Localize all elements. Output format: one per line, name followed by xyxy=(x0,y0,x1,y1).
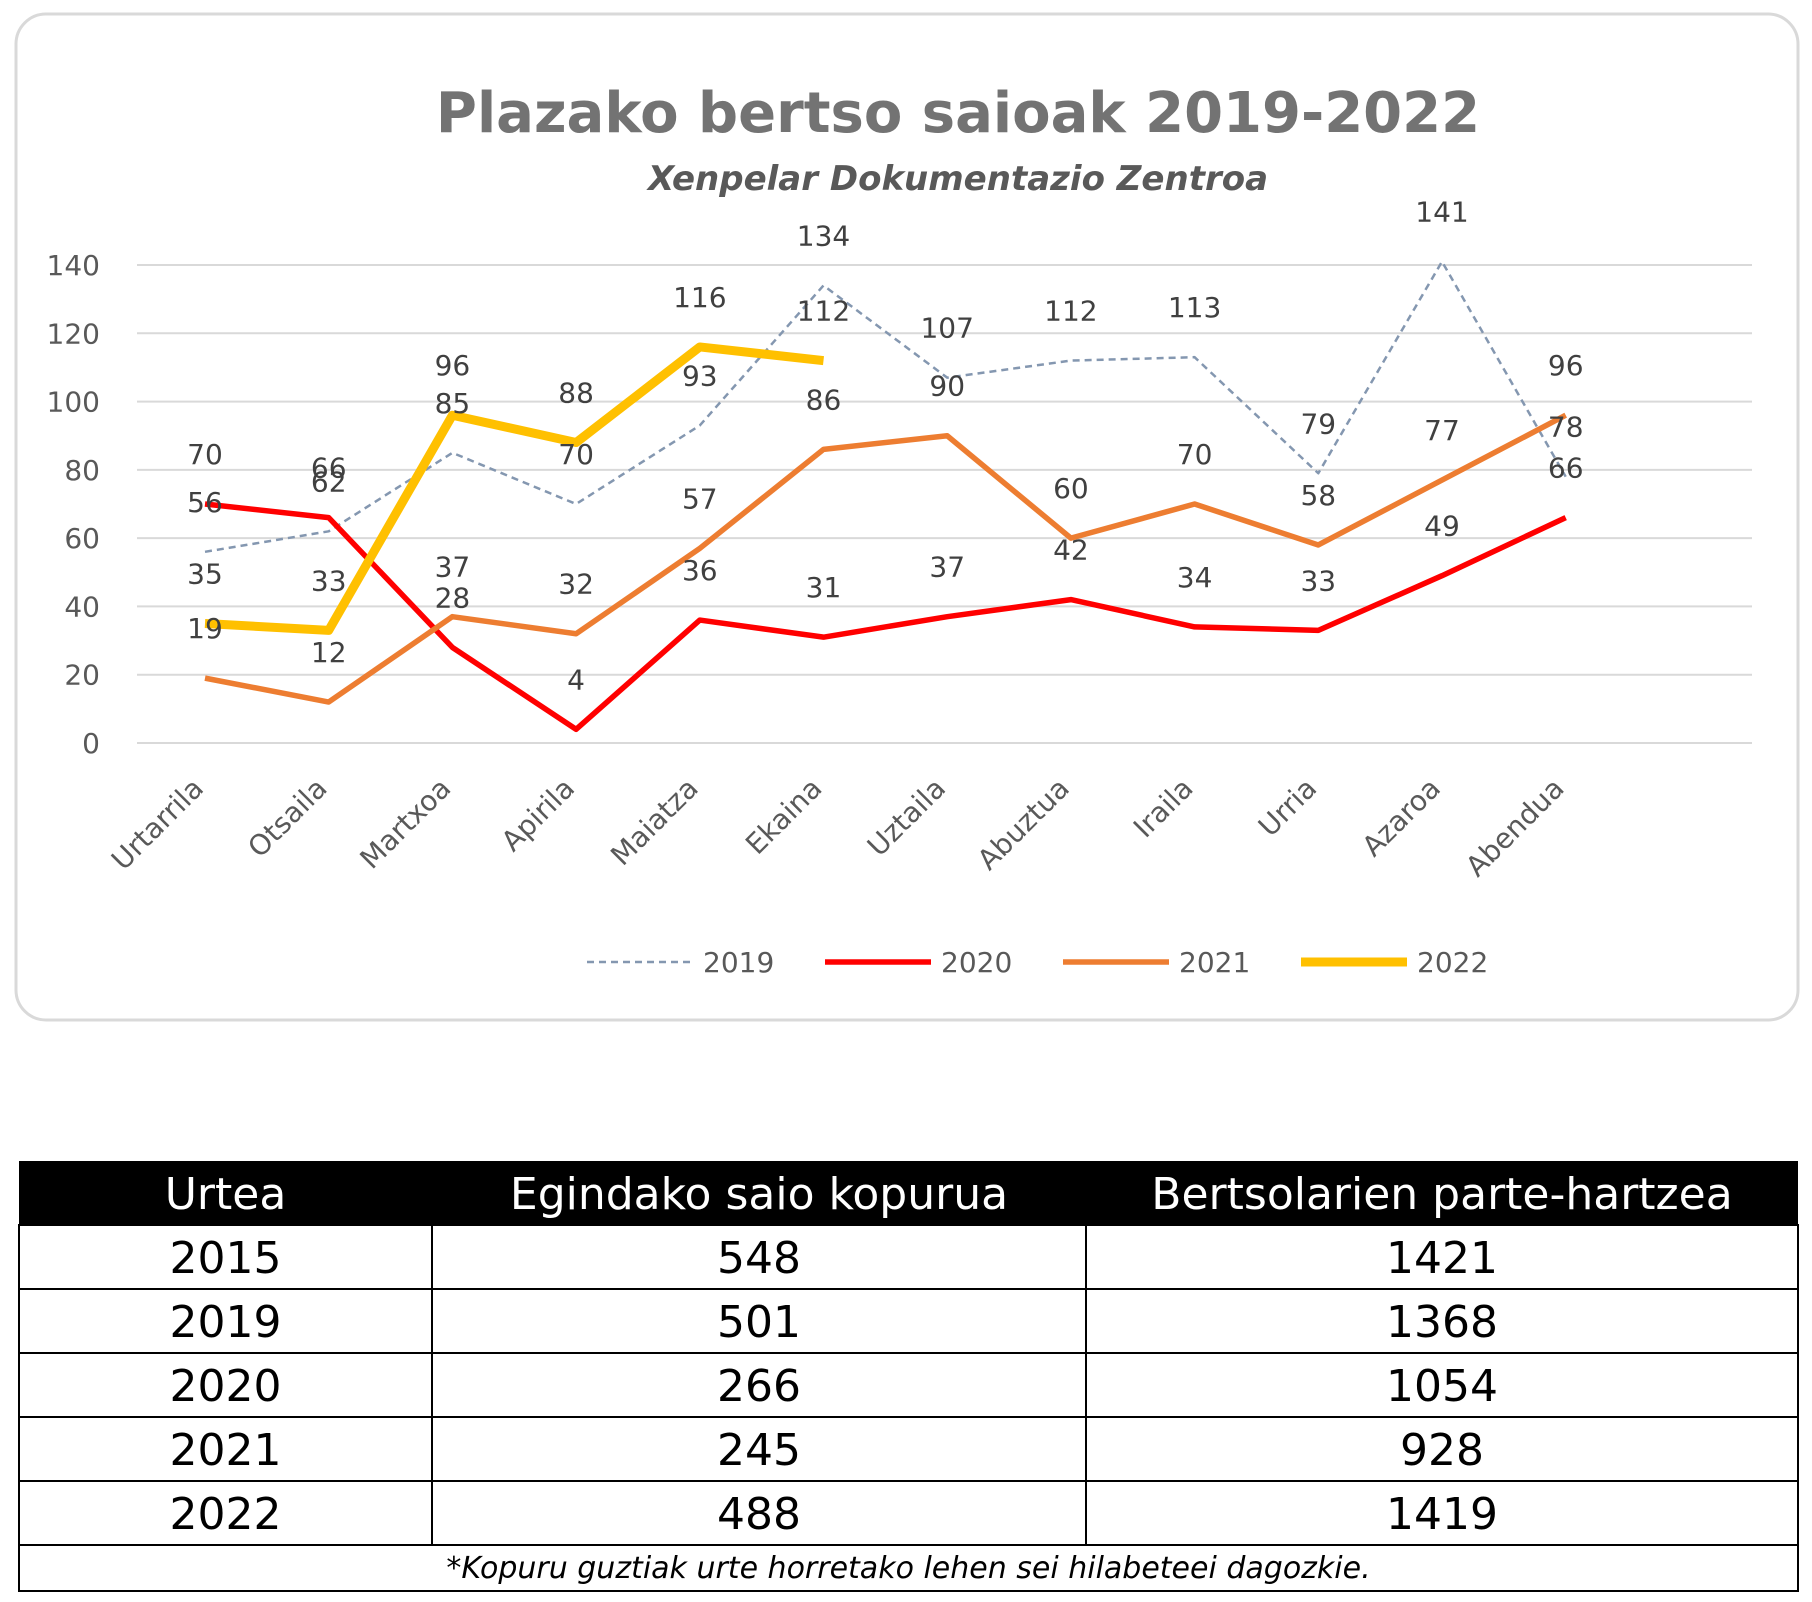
data-label: 70 xyxy=(1177,438,1213,471)
series-line xyxy=(204,260,1567,554)
data-label: 31 xyxy=(806,571,842,604)
chart-subtitle: Xenpelar Dokumentazio Zentroa xyxy=(646,159,1268,199)
data-label: 70 xyxy=(558,438,594,471)
table-cell-text: 245 xyxy=(717,1425,801,1476)
data-label: 93 xyxy=(682,359,718,392)
table-cell xyxy=(1085,1480,1799,1546)
table-cell xyxy=(431,1288,1087,1354)
data-label: 112 xyxy=(797,295,850,328)
data-label: 77 xyxy=(1424,414,1460,447)
data-label: 4 xyxy=(567,663,585,696)
data-label: 85 xyxy=(435,387,471,420)
data-label: 107 xyxy=(920,312,973,345)
y-tick-label: 120 xyxy=(47,317,100,350)
series-line xyxy=(204,501,1567,733)
data-label: 58 xyxy=(1300,479,1336,512)
data-label: 12 xyxy=(311,636,347,669)
data-label: 56 xyxy=(187,486,223,519)
table-cell-text: 501 xyxy=(717,1297,801,1348)
table-cell xyxy=(1085,1416,1799,1482)
series-line xyxy=(204,342,824,635)
data-label: 37 xyxy=(435,551,471,584)
y-tick-label: 20 xyxy=(64,659,100,692)
data-label: 62 xyxy=(311,465,347,498)
data-label: 32 xyxy=(558,568,594,601)
y-tick-label: 40 xyxy=(64,590,100,623)
legend-label: 2022 xyxy=(1417,946,1488,979)
table-cell xyxy=(431,1480,1087,1546)
data-label: 90 xyxy=(929,370,965,403)
legend-label: 2019 xyxy=(703,946,774,979)
data-label: 112 xyxy=(1044,295,1097,328)
data-label: 88 xyxy=(558,377,594,410)
data-label: 33 xyxy=(1300,564,1336,597)
table-cell xyxy=(18,1416,433,1482)
y-tick-label: 0 xyxy=(82,727,100,760)
table-cell-text: 1421 xyxy=(1386,1233,1498,1284)
table-cell xyxy=(18,1352,433,1418)
legend-label: 2021 xyxy=(1179,946,1250,979)
data-label: 134 xyxy=(797,219,850,252)
data-label: 33 xyxy=(311,564,347,597)
data-label: 34 xyxy=(1177,561,1213,594)
table-cell-text: 2020 xyxy=(170,1361,282,1412)
table-cell-text: 2022 xyxy=(170,1489,282,1540)
table-cell xyxy=(431,1352,1087,1418)
table-cell-text: 2021 xyxy=(170,1425,282,1476)
table-header: Egindako saio kopurua xyxy=(510,1169,1008,1220)
table-cell xyxy=(431,1416,1087,1482)
data-label: 49 xyxy=(1424,510,1460,543)
table-note-cell xyxy=(18,1544,1799,1592)
data-label: 78 xyxy=(1548,411,1584,444)
table-header-bg xyxy=(19,1161,1798,1225)
table: Urtea Egindako saio kopurua Bertsolarien p… xyxy=(18,1161,1799,1592)
y-tick-label: 100 xyxy=(47,386,100,419)
table-cell-text: 1419 xyxy=(1386,1489,1498,1540)
data-label: 28 xyxy=(435,581,471,614)
table-header: Urtea xyxy=(165,1169,287,1220)
table-cell-text: 1054 xyxy=(1386,1361,1498,1412)
y-tick-label: 60 xyxy=(64,522,100,555)
data-label: 113 xyxy=(1168,291,1221,324)
data-label: 60 xyxy=(1053,472,1089,505)
y-tick-label: 80 xyxy=(64,454,100,487)
table-cell xyxy=(18,1480,433,1546)
data-label: 86 xyxy=(806,383,842,416)
table-cell-text: 2015 xyxy=(170,1233,282,1284)
data-label: 37 xyxy=(929,551,965,584)
table-cell-text: 1368 xyxy=(1386,1297,1498,1348)
table-cell xyxy=(18,1288,433,1354)
table-header: Bertsolarien parte-hartzea xyxy=(1151,1169,1732,1220)
data-label: 116 xyxy=(673,281,726,314)
legend-label: 2020 xyxy=(941,946,1012,979)
data-label: 19 xyxy=(187,612,223,645)
table-cell xyxy=(1085,1288,1799,1354)
data-label: 36 xyxy=(682,554,718,587)
data-label: 66 xyxy=(1548,452,1584,485)
y-tick-label: 140 xyxy=(47,249,100,282)
data-label: 96 xyxy=(435,349,471,382)
data-label: 70 xyxy=(187,438,223,471)
table-cell xyxy=(1085,1224,1799,1290)
table-cell-text: 928 xyxy=(1400,1425,1484,1476)
table-cell-text: 548 xyxy=(717,1233,801,1284)
data-label: 79 xyxy=(1300,407,1336,440)
data-label: 66 xyxy=(311,452,347,485)
table-note: *Kopuru guztiak urte horretako lehen sei… xyxy=(446,1551,1370,1586)
data-label: 42 xyxy=(1053,534,1089,567)
data-label: 141 xyxy=(1415,196,1468,229)
data-label: 57 xyxy=(682,482,718,515)
data-label: 35 xyxy=(187,558,223,591)
table-cell-text: 488 xyxy=(717,1489,801,1540)
data-label: 96 xyxy=(1548,349,1584,382)
series-line xyxy=(204,412,1567,705)
table-cell-text: 266 xyxy=(717,1361,801,1412)
table-cell-text: 2019 xyxy=(170,1297,282,1348)
chart-title: Plazako bertso saioak 2019-2022 xyxy=(436,81,1480,146)
